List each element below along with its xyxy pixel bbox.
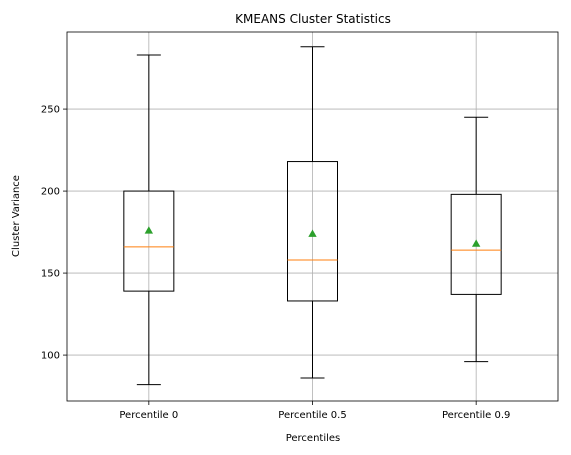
y-axis-label: Cluster Variance	[11, 175, 22, 257]
mean-marker	[144, 226, 154, 234]
x-tick-label: Percentile 0.9	[442, 410, 510, 421]
boxes	[123, 46, 502, 386]
box-1	[123, 54, 175, 386]
x-axis-label: Percentiles	[286, 433, 341, 444]
iqr-box	[450, 193, 502, 295]
axes: 100 150 200 250 Percentile 0 Percentile 0.5 Pe…	[41, 31, 559, 421]
iqr-box	[287, 161, 338, 302]
mean-marker	[308, 229, 317, 237]
y-tick-label: 250	[41, 105, 60, 116]
y-tick-label: 150	[41, 269, 60, 280]
y-tick-label: 100	[41, 351, 60, 362]
mean-marker	[471, 239, 481, 247]
x-tick-label: Percentile 0.5	[278, 410, 346, 421]
chart-title: KMEANS Cluster Statistics	[235, 12, 391, 26]
box-2	[287, 46, 338, 379]
y-tick-label: 200	[41, 187, 60, 198]
x-tick-label: Percentile 0	[119, 410, 178, 421]
box-3	[450, 116, 502, 363]
iqr-box	[123, 190, 175, 292]
